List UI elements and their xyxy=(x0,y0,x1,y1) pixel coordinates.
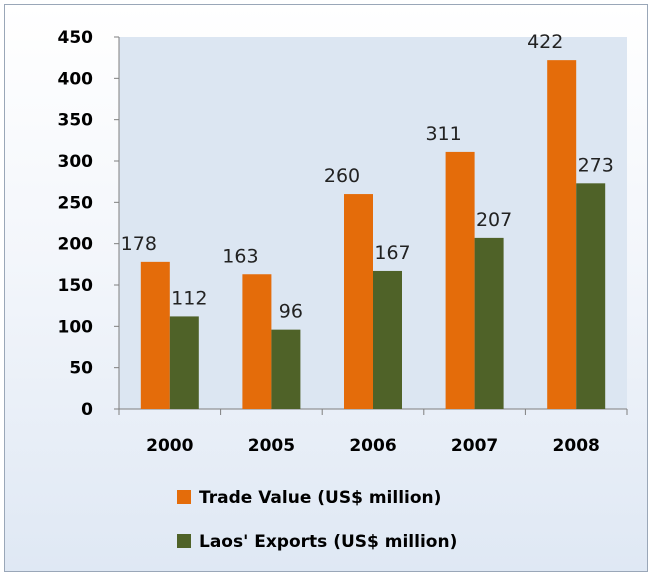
data-label: 422 xyxy=(527,31,563,53)
bar-series-2 xyxy=(474,237,504,409)
legend-swatch xyxy=(177,490,191,504)
y-tick-label: 400 xyxy=(58,69,94,89)
data-label: 273 xyxy=(578,154,614,176)
bar-series-1 xyxy=(547,60,577,409)
data-label: 96 xyxy=(279,301,303,323)
bar-series-1 xyxy=(242,274,272,409)
x-tick-label: 2006 xyxy=(349,436,396,456)
bar-series-1 xyxy=(140,261,170,409)
bars xyxy=(140,60,606,409)
y-tick-label: 350 xyxy=(58,111,94,131)
data-label: 178 xyxy=(121,233,157,255)
legend-label: Laos' Exports (US$ million) xyxy=(199,532,457,552)
y-tick-label: 100 xyxy=(58,317,94,337)
bar-series-2 xyxy=(373,270,402,409)
data-label: 260 xyxy=(324,165,360,187)
data-label: 167 xyxy=(374,242,410,264)
data-label: 311 xyxy=(425,123,461,145)
x-tick-label: 2008 xyxy=(553,436,600,456)
legend-swatch xyxy=(177,534,191,548)
chart-frame: 0 50 100 150 200 250 300 350 400 450 2000 2005 2006… xyxy=(4,4,648,572)
y-tick-label: 450 xyxy=(58,28,94,48)
bar-series-2 xyxy=(169,316,199,409)
data-label: 112 xyxy=(171,287,207,309)
x-tick-label: 2005 xyxy=(248,436,295,456)
legend: Trade Value (US$ million) Laos' Exports (… xyxy=(177,488,457,552)
y-tick-label: 50 xyxy=(69,359,93,379)
y-tick-label: 200 xyxy=(58,235,94,255)
data-label: 163 xyxy=(222,245,258,267)
bar-series-1 xyxy=(445,151,475,409)
data-labels: 178 112 163 96 260 167 311 207 422 273 xyxy=(121,31,614,322)
legend-label: Trade Value (US$ million) xyxy=(199,488,441,508)
bar-series-2 xyxy=(271,329,301,409)
y-axis-ticks: 0 50 100 150 200 250 300 350 400 450 xyxy=(58,28,119,420)
bar-series-1 xyxy=(344,194,373,409)
data-label: 207 xyxy=(476,209,512,231)
x-axis-ticks: 2000 2005 2006 2007 2008 xyxy=(118,409,628,456)
y-tick-label: 300 xyxy=(58,152,94,172)
bar-chart: 0 50 100 150 200 250 300 350 400 450 2000 2005 2006… xyxy=(58,28,628,552)
bar-series-2 xyxy=(576,183,606,409)
x-tick-label: 2000 xyxy=(146,436,193,456)
y-tick-label: 150 xyxy=(58,276,94,296)
y-tick-label: 0 xyxy=(81,400,93,420)
y-tick-label: 250 xyxy=(58,193,94,213)
x-tick-label: 2007 xyxy=(451,436,498,456)
